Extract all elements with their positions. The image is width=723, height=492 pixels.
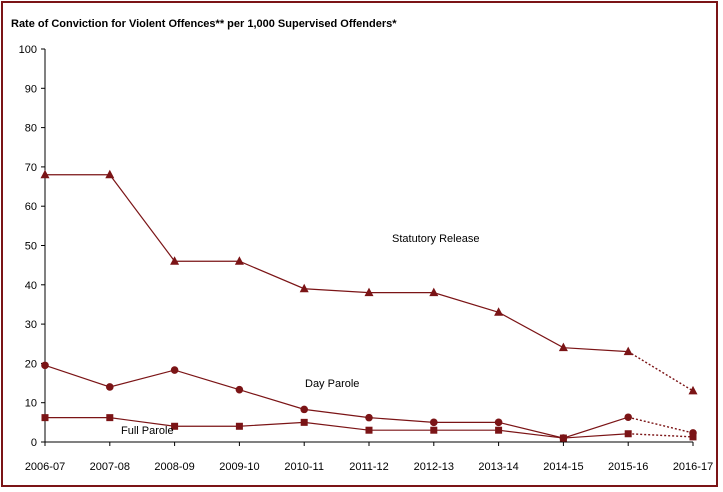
x-tick-label: 2015-16 — [608, 461, 648, 473]
data-point-triangle — [234, 256, 244, 265]
y-tick-label: 0 — [31, 437, 37, 449]
data-point-circle — [106, 383, 114, 391]
data-point-circle — [300, 405, 309, 414]
data-point-square — [300, 418, 308, 426]
y-tick-label: 80 — [25, 123, 37, 135]
data-point-triangle — [105, 169, 115, 179]
data-point-circle — [41, 361, 49, 370]
data-point-square — [624, 430, 632, 438]
x-tick-label: 2009-10 — [219, 461, 259, 473]
series-label: Day Parole — [305, 378, 359, 390]
x-tick-label: 2014-15 — [543, 461, 583, 473]
data-point-circle — [235, 385, 244, 394]
y-tick-label: 20 — [25, 358, 37, 370]
chart-frame — [1, 1, 718, 487]
data-point-square — [430, 426, 438, 434]
series-layer — [40, 169, 698, 442]
x-tick-label: 2007-08 — [90, 461, 130, 473]
series-line-projected — [627, 351, 694, 392]
data-point-square — [235, 422, 243, 430]
data-point-triangle — [688, 385, 698, 395]
x-tick-label: 2006-07 — [25, 461, 65, 473]
x-tick-label: 2008-09 — [154, 461, 194, 473]
series-label: Statutory Release — [392, 233, 479, 245]
data-point-triangle — [429, 287, 439, 297]
x-tick-label: 2013-14 — [478, 461, 518, 473]
axes: 0 10 20 30 40 50 60 70 80 90 100 2006-07 2007-08 2008… — [19, 44, 714, 473]
x-tick-label: 2012-13 — [414, 461, 454, 473]
series-line — [45, 417, 629, 439]
series-label: Full Parole — [121, 425, 174, 437]
data-point-square — [171, 422, 179, 430]
data-point-triangle — [494, 307, 504, 316]
data-point-square — [365, 426, 373, 434]
y-tick-label: 40 — [25, 280, 37, 292]
series-statutory-release — [40, 169, 698, 395]
data-point-triangle — [170, 256, 180, 265]
data-point-square — [41, 414, 49, 422]
data-point-square — [689, 433, 697, 441]
series-line-projected — [628, 416, 694, 434]
data-point-triangle — [558, 342, 568, 352]
y-tick-label: 60 — [25, 201, 37, 213]
y-tick-label: 100 — [19, 44, 37, 56]
x-tick-label: 2010-11 — [284, 461, 324, 473]
series-line — [45, 174, 629, 353]
data-point-circle — [624, 413, 632, 422]
data-point-triangle — [364, 287, 374, 297]
y-tick-label: 30 — [25, 319, 37, 331]
data-point-circle — [494, 418, 503, 427]
chart-title: Rate of Conviction for Violent Offences*… — [11, 18, 397, 30]
data-point-square — [559, 434, 567, 442]
y-tick-label: 70 — [25, 162, 37, 174]
data-point-circle — [365, 413, 373, 422]
x-tick-label: 2016-17 — [673, 461, 713, 473]
data-point-circle — [170, 366, 179, 374]
data-point-square — [495, 426, 503, 434]
y-tick-label: 10 — [25, 398, 37, 410]
series-line — [44, 364, 629, 439]
y-tick-label: 90 — [25, 83, 37, 95]
series-full-parole — [41, 414, 697, 442]
series-labels: Statutory Release Day Parole Full Parole — [121, 233, 479, 437]
series-day-parole — [41, 361, 697, 442]
data-point-triangle — [623, 346, 633, 356]
y-tick-label: 50 — [25, 241, 37, 253]
data-point-triangle — [40, 169, 50, 179]
x-tick-label: 2011-12 — [349, 461, 389, 473]
data-point-square — [106, 414, 114, 422]
data-point-circle — [430, 418, 438, 427]
data-point-triangle — [299, 283, 309, 293]
series-line-projected — [628, 433, 694, 438]
